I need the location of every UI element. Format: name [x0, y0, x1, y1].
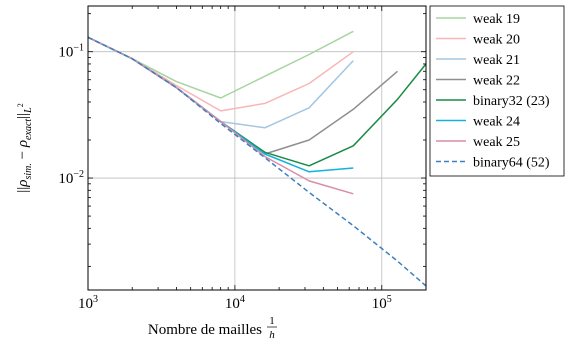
y-tick-label: 10−1: [58, 43, 84, 61]
legend: weak 19 weak 20 weak 21 weak 22 binary32 (23…: [429, 5, 565, 177]
y-label-open: ||: [15, 187, 31, 193]
y-label-close: ||: [15, 113, 31, 119]
series-line-7: [88, 36, 426, 287]
series-line-5: [88, 36, 354, 173]
x-tick-label: 104: [225, 294, 245, 312]
y-label-sub2: exact: [23, 119, 34, 140]
series-line-6: [88, 36, 354, 195]
x-fraction-numerator: 1: [269, 315, 275, 327]
x-axis-label-fraction: 1 h: [267, 315, 277, 341]
series-line-1: [88, 36, 354, 112]
plot-frame: [87, 5, 427, 291]
y-label-rho1: ρ: [15, 180, 31, 188]
y-label-sub1: sim.: [23, 163, 34, 179]
legend-label: binary32 (23): [473, 94, 550, 109]
y-axis-label-text: ||ρsim. − ρexact||L2: [15, 103, 34, 192]
legend-label: weak 21: [473, 53, 520, 68]
ticks: 103 104 105 10−2 10−1: [58, 6, 427, 312]
series-line-2: [88, 36, 354, 129]
x-tick-label: 103: [78, 294, 98, 312]
x-fraction-denominator: h: [269, 329, 275, 341]
y-label-rho2: ρ: [15, 140, 31, 148]
plot-lines: [88, 30, 426, 287]
legend-label: weak 19: [473, 12, 520, 27]
legend-label: weak 22: [473, 74, 520, 89]
series-line-0: [88, 30, 354, 99]
x-tick-label: 105: [372, 294, 392, 312]
y-label-sup3: 2: [16, 103, 25, 107]
y-tick-label: 10−2: [58, 169, 84, 187]
grid: [88, 6, 426, 290]
y-label-minus: −: [15, 147, 31, 163]
legend-box: [429, 5, 565, 177]
legend-label: binary64 (52): [473, 156, 550, 171]
y-label-sub3: L: [23, 107, 34, 114]
y-axis-label: ||ρsim. − ρexact||L2: [15, 103, 34, 192]
legend-label: weak 25: [473, 135, 520, 150]
x-axis-label: Nombre de mailles: [148, 322, 262, 338]
series-line-4: [88, 36, 426, 167]
legend-label: weak 20: [473, 33, 520, 48]
legend-label: weak 24: [473, 115, 520, 130]
